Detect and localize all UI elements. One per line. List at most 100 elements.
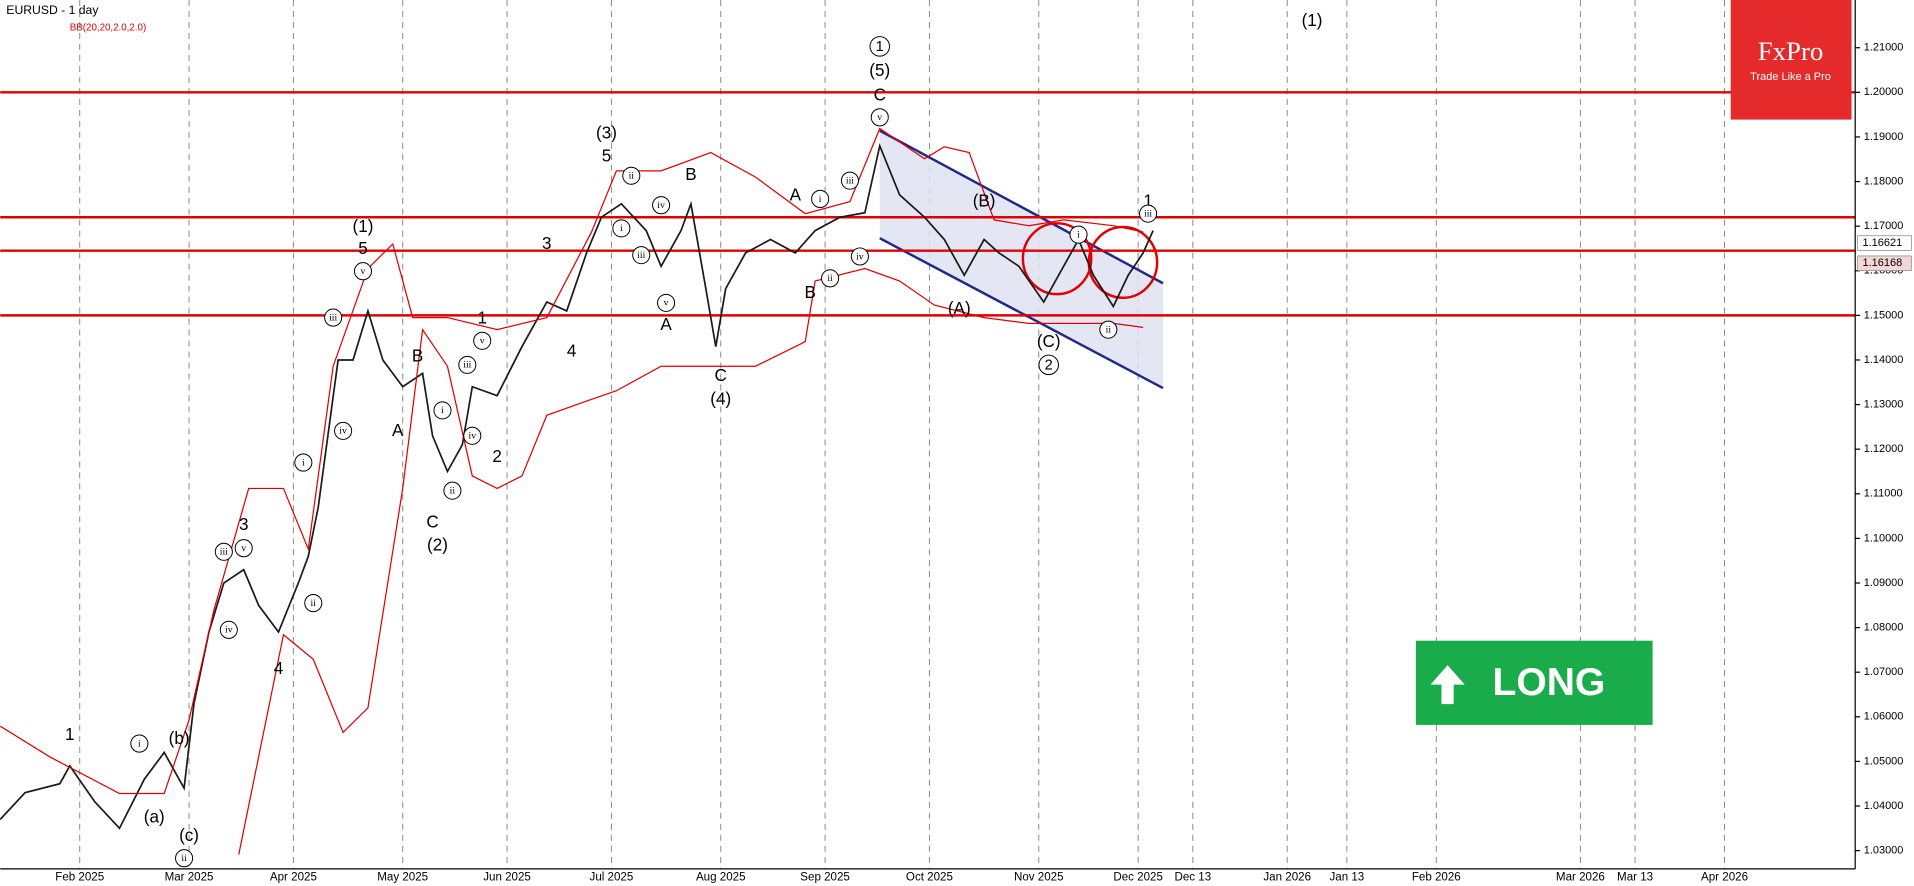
wave-label: (C) xyxy=(1037,332,1061,351)
wave-label: A xyxy=(660,315,672,334)
price-box xyxy=(1857,255,1912,271)
y-tick-label: 1.18000 xyxy=(1864,175,1904,187)
wave-circle xyxy=(304,594,323,613)
wave-circle xyxy=(1038,354,1059,376)
wave-label: C xyxy=(715,366,727,385)
wave-circle xyxy=(1139,204,1158,223)
wave-circle xyxy=(1069,225,1088,244)
wave-circle xyxy=(294,453,313,472)
y-tick-label: 1.06000 xyxy=(1864,711,1904,723)
wave-label: v xyxy=(241,543,246,554)
y-tick-label: 1.04000 xyxy=(1864,800,1904,812)
wave-circle xyxy=(175,849,194,868)
wave-label: (1) xyxy=(1302,11,1323,30)
wave-circle xyxy=(869,36,891,57)
wave-circle xyxy=(652,196,671,215)
indicator-label: BB(20,20,2.0,2.0) xyxy=(70,23,146,34)
wave-label: v xyxy=(664,298,669,309)
wave-label: A xyxy=(790,185,802,204)
x-tick-label: Apr 2026 xyxy=(1701,872,1748,884)
logo-box xyxy=(1730,0,1852,120)
wave-label: ii xyxy=(311,598,317,609)
highlight-circle xyxy=(1021,222,1093,296)
wave-label: 4 xyxy=(274,659,284,678)
wave-circle xyxy=(622,166,641,185)
x-tick-label: Oct 2025 xyxy=(906,872,953,884)
wave-circle xyxy=(214,542,233,561)
x-tick-label: Jun 2025 xyxy=(483,872,531,884)
up-arrow xyxy=(1430,665,1465,705)
wave-circle xyxy=(821,269,840,288)
wave-label: (1) xyxy=(353,217,374,236)
price-label: 1.16621 xyxy=(1863,237,1903,249)
wave-label: (2) xyxy=(427,536,448,555)
logo-tagline: Trade Like a Pro xyxy=(1750,71,1831,83)
wave-circle xyxy=(463,426,482,445)
grid xyxy=(79,0,1861,869)
logo: FxPro Trade Like a Pro xyxy=(1730,0,1852,120)
wave-label: iii xyxy=(220,547,228,558)
plot: 1 (b) (a) (c) 3 4 (1) 5 A B C (2) 1 2 3 4 (3) 5 A B C (4) A B (5… xyxy=(0,11,1856,868)
y-tick-label: 1.03000 xyxy=(1864,845,1904,857)
wave-circle xyxy=(458,355,477,374)
price-label: 1.16168 xyxy=(1863,257,1903,269)
wave-circle xyxy=(130,734,149,753)
wave-label: iv xyxy=(657,200,665,211)
wave-circle xyxy=(234,539,253,558)
wave-label: iii xyxy=(1144,209,1152,220)
wave-label: (4) xyxy=(710,389,731,408)
wave-label: ii xyxy=(827,273,833,284)
y-tick-label: 1.12000 xyxy=(1864,443,1904,455)
y-tick-label: 1.07000 xyxy=(1864,666,1904,678)
x-tick-label: Nov 2025 xyxy=(1014,872,1064,884)
price-line xyxy=(0,142,1154,830)
wave-label: 2 xyxy=(1045,357,1053,373)
wave-circle xyxy=(850,247,869,266)
wave-circle xyxy=(433,401,452,420)
wave-label: i xyxy=(620,223,623,234)
wave-label: i xyxy=(138,738,141,749)
x-tick-label: May 2025 xyxy=(377,872,428,884)
wave-label: 3 xyxy=(542,234,552,253)
channel-line xyxy=(879,129,1164,285)
wave-label: (a) xyxy=(144,808,165,827)
price-line xyxy=(238,267,1144,855)
wave-label: 3 xyxy=(239,515,249,534)
wave-label: C xyxy=(426,512,438,531)
wave-label: i xyxy=(302,457,305,468)
wave-circle xyxy=(473,331,492,350)
wave-label: iii xyxy=(846,175,854,186)
wave-label: 5 xyxy=(602,147,612,166)
y-tick-label: 1.10000 xyxy=(1864,532,1904,544)
wave-label: iii xyxy=(637,250,645,261)
logo-name: FxPro xyxy=(1758,36,1824,66)
wave-label: ii xyxy=(1106,324,1112,335)
wave-label: iv xyxy=(225,625,233,636)
wave-circle xyxy=(632,246,651,265)
wave-label: C xyxy=(874,86,886,105)
wave-label: ii xyxy=(181,853,187,864)
wave-label: 1 xyxy=(65,725,75,744)
wave-label: ii xyxy=(450,486,456,497)
x-tick-label: Sep 2025 xyxy=(800,872,850,884)
wave-label: B xyxy=(685,165,696,184)
wave-label: (b) xyxy=(169,729,190,748)
x-tick-label: Dec 13 xyxy=(1174,872,1211,884)
wave-label: iv xyxy=(856,251,864,262)
wave-label: B xyxy=(804,283,815,302)
x-tick-label: Feb 2026 xyxy=(1412,872,1461,884)
wave-circle xyxy=(324,308,343,327)
y-tick-label: 1.08000 xyxy=(1864,622,1904,634)
price-line xyxy=(0,127,1144,795)
wave-label: iii xyxy=(463,360,471,371)
wave-label: v xyxy=(480,336,485,347)
wave-circle xyxy=(811,189,830,208)
wave-circle xyxy=(657,293,676,312)
wave-circle xyxy=(443,481,462,500)
wave-label: 1 xyxy=(477,309,487,328)
wave-label: v xyxy=(877,112,882,123)
channel-line xyxy=(879,237,1164,390)
wave-label: iv xyxy=(339,426,347,437)
wave-circle xyxy=(219,620,238,639)
